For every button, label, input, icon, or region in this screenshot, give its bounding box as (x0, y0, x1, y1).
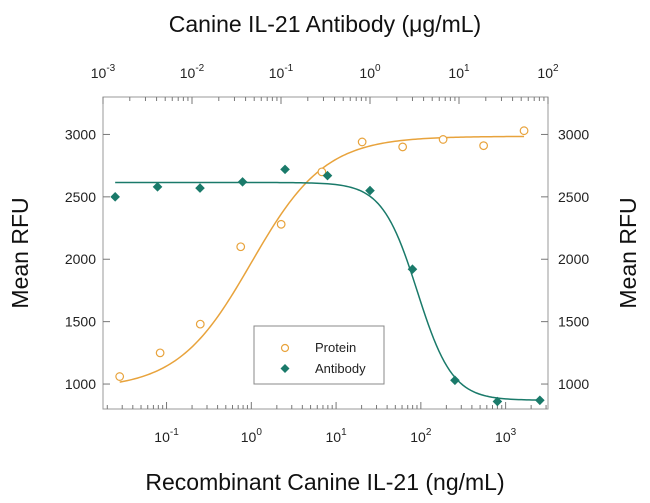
fit-curve-antibody (115, 181, 540, 401)
legend-protein-marker (280, 343, 290, 353)
x-bottom-tick-label: 103 (495, 427, 517, 445)
x-top-tick-label: 101 (448, 63, 470, 81)
data-point-antibody (280, 164, 290, 175)
data-point-protein (236, 242, 246, 252)
data-point-antibody (365, 185, 375, 196)
data-point-antibody (195, 183, 205, 193)
legend-box (253, 325, 385, 385)
data-point-protein (357, 137, 367, 147)
data-point-antibody (407, 264, 418, 275)
data-point-antibody (110, 192, 120, 202)
x-bottom-tick-label: 102 (410, 427, 432, 445)
y-tick-label-right: 3000 (558, 126, 589, 142)
y-tick-label-left: 2500 (65, 189, 96, 205)
data-point-antibody (492, 396, 503, 407)
data-point-protein (519, 126, 529, 136)
data-point-antibody (535, 395, 545, 406)
data-point-protein (438, 135, 448, 144)
y-tick-label-right: 1000 (558, 376, 589, 392)
x-bottom-tick-label: 101 (326, 427, 348, 445)
legend-protein-label: Protein (315, 340, 356, 355)
x-top-tick-label: 100 (359, 63, 381, 81)
data-point-protein (195, 319, 205, 329)
plot-frame (102, 96, 549, 410)
data-point-protein (276, 219, 286, 229)
chart-title: Canine IL-21 Antibody (μg/mL) (169, 11, 481, 37)
data-point-antibody (322, 170, 333, 181)
data-point-protein (155, 348, 165, 358)
legend-antibody-marker (280, 364, 290, 373)
data-point-protein (479, 141, 489, 151)
y-tick-label-right: 2000 (558, 251, 589, 267)
y-axis-label-left: Mean RFU (7, 197, 33, 308)
data-point-antibody (152, 182, 163, 192)
data-point-protein (398, 142, 408, 152)
y-tick-label-left: 2000 (65, 251, 96, 267)
y-tick-label-left: 3000 (65, 126, 96, 142)
data-point-protein (317, 167, 327, 177)
y-tick-label-right: 1500 (558, 314, 589, 330)
data-point-antibody (450, 375, 460, 386)
y-tick-label-left: 1000 (65, 376, 96, 392)
x-axis-label: Recombinant Canine IL-21 (ng/mL) (145, 469, 504, 495)
y-tick-label-left: 1500 (65, 314, 96, 330)
x-top-tick-label: 102 (537, 63, 559, 81)
x-top-tick-label: 10-1 (269, 63, 294, 81)
legend: Protein Antibody (253, 325, 385, 385)
y-axis-label-right: Mean RFU (615, 197, 641, 308)
x-bottom-tick-label: 100 (241, 427, 263, 445)
x-top-tick-label: 10-2 (180, 63, 205, 81)
y-tick-label-right: 2500 (558, 189, 589, 205)
data-point-protein (115, 372, 125, 381)
legend-antibody-label: Antibody (315, 361, 366, 376)
data-point-antibody (237, 177, 248, 187)
x-bottom-tick-label: 10-1 (154, 427, 179, 445)
x-top-tick-label: 10-3 (91, 63, 116, 81)
